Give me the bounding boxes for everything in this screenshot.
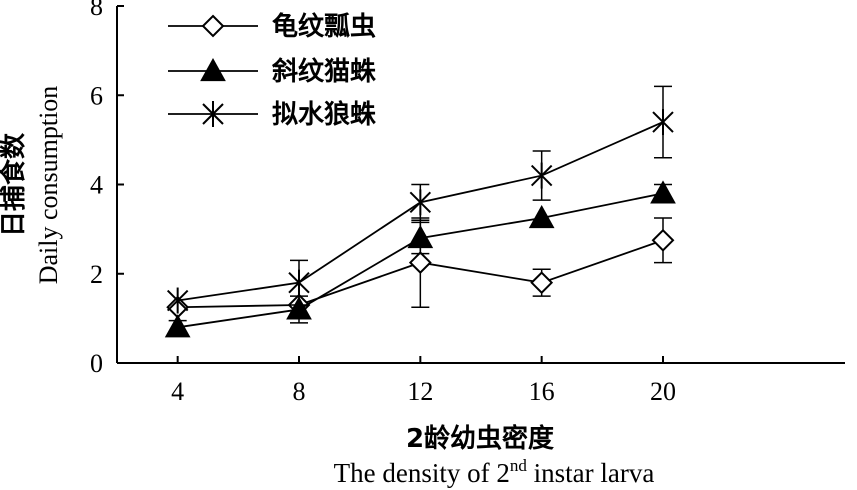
y-ticks: 0 2 4 6 8 [90,0,124,378]
y-tick-label: 0 [90,349,103,378]
y-tick-label: 8 [90,0,103,21]
asterisk-marker [409,189,432,216]
x-axis-label-cn: 2龄幼虫密度 [406,423,554,454]
asterisk-marker [288,269,310,296]
diamond-marker [408,251,432,275]
legend-item: 龟纹瓢虫 [168,11,376,42]
y-axis-label-en: Daily consumption [34,86,63,285]
x-axis-label-en: The density of 2nd instar larva [334,456,655,488]
x-tick-label: 16 [529,377,555,406]
series-layer [164,85,676,338]
triangle-marker [650,180,676,204]
diamond-marker [651,228,675,252]
diamond-marker [201,14,225,38]
legend-item: 斜纹猫蛛 [168,56,376,87]
x-tick-label: 8 [293,377,306,406]
triangle-marker [528,204,555,229]
x-tick-label: 4 [171,377,184,406]
series-triangle-filled [164,180,676,338]
x-tick-label: 20 [650,377,676,406]
legend-item: 拟水狼蛛 [168,99,376,130]
asterisk-marker [530,162,553,189]
triangle-marker [164,314,191,338]
y-axis-label-cn: 日捕食数 [0,132,29,237]
triangle-marker [200,57,226,82]
asterisk-marker [652,109,674,136]
x-ticks: 4 8 12 16 20 [171,356,676,406]
x-tick-label: 12 [407,377,433,406]
series-asterisk [166,85,674,314]
asterisk-marker [202,101,224,127]
diamond-marker [530,271,554,295]
axes [116,6,845,364]
y-tick-label: 4 [90,171,103,200]
triangle-marker [407,225,434,249]
triangle-marker [286,296,312,320]
legend-label: 斜纹猫蛛 [271,56,376,87]
asterisk-marker [166,287,189,314]
y-tick-label: 2 [90,260,103,289]
legend-label: 拟水狼蛛 [272,99,376,130]
y-tick-label: 6 [90,81,103,110]
legend-label: 龟纹瓢虫 [272,11,376,42]
